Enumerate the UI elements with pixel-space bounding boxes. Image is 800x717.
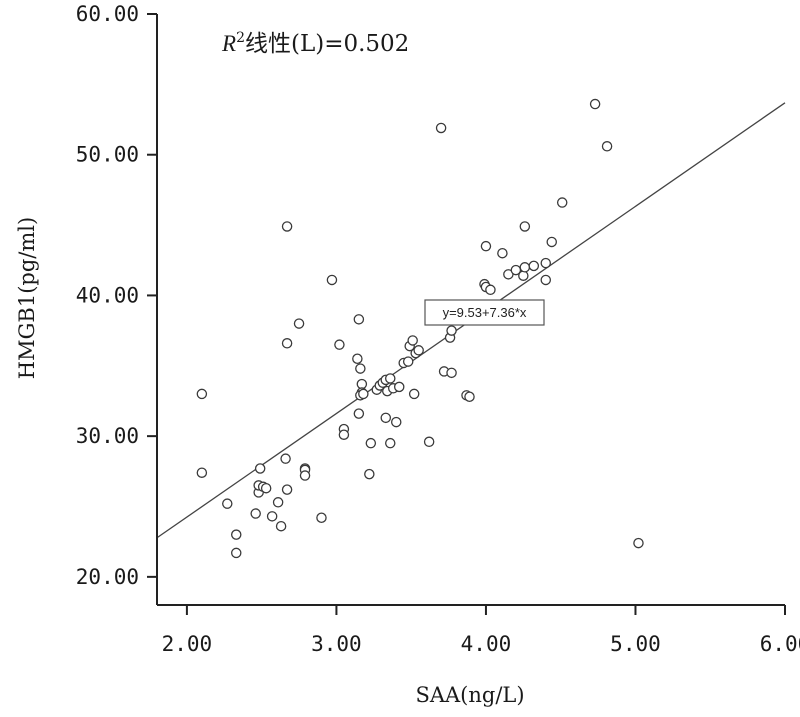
data-point [446, 367, 457, 379]
data-point [334, 339, 345, 350]
data-point [250, 508, 261, 519]
data-point [519, 221, 531, 232]
data-point [423, 436, 435, 448]
data-point [230, 529, 242, 540]
r2-symbol: R [221, 31, 236, 56]
r2-superscript: 2 [236, 30, 245, 46]
y-tick-label: 40.00 [76, 283, 139, 307]
data-point [546, 236, 557, 248]
data-point [281, 338, 293, 349]
fit-equation-label: y=9.53+7.36*x [443, 305, 527, 320]
data-point [275, 520, 287, 532]
data-point [293, 318, 305, 329]
data-point [497, 247, 508, 259]
data-point [385, 437, 396, 449]
x-tick-label: 4.00 [461, 632, 512, 656]
data-point [385, 373, 396, 384]
labels-layer: 20.00 30.00 40.00 50.00 60.00 2.00 3.00 4.00 5.0… [76, 2, 800, 656]
x-tick-label: 6.00 [760, 632, 800, 656]
y-tick-label: 20.00 [76, 565, 139, 589]
data-point [260, 482, 272, 494]
data-point [393, 381, 405, 393]
data-point [230, 547, 242, 559]
fit-equation-box: y=9.53+7.36*x [424, 299, 545, 326]
axes-layer [147, 13, 786, 615]
data-point [280, 453, 291, 464]
data-point [254, 463, 266, 474]
x-tick-label: 3.00 [311, 632, 362, 656]
data-point [407, 335, 418, 346]
y-axis-title: HMGB1(pg/ml) [15, 217, 39, 379]
r2-text: 线性(L)=0.502 [245, 31, 409, 57]
data-point [519, 262, 531, 273]
data-point [196, 467, 208, 478]
data-point [364, 468, 375, 480]
data-point [446, 325, 457, 336]
data-point [540, 274, 552, 286]
r2-annotation: R2线性(L)=0.502 [221, 30, 409, 57]
data-point [326, 274, 338, 286]
data-point [281, 221, 293, 232]
data-point [528, 260, 540, 272]
y-tick-label: 60.00 [76, 2, 139, 26]
y-tick-label: 50.00 [76, 143, 139, 167]
data-point [633, 537, 644, 549]
data-point [352, 353, 363, 364]
data-point [353, 314, 365, 325]
data-point [518, 270, 529, 281]
data-point [353, 408, 365, 419]
data-point [266, 511, 278, 522]
data-point [556, 197, 568, 208]
data-point [365, 437, 377, 449]
data-point [540, 257, 552, 269]
data-point [435, 122, 447, 134]
data-point [222, 498, 233, 509]
data-point [355, 363, 366, 374]
data-point [480, 240, 492, 252]
x-tick-label: 2.00 [162, 632, 213, 656]
data-point [358, 388, 369, 400]
y-tick-label: 30.00 [76, 424, 139, 448]
data-point [589, 98, 601, 110]
data-point [402, 356, 414, 367]
data-point [196, 388, 208, 400]
data-point [299, 470, 311, 481]
data-point [485, 284, 496, 296]
x-tick-label: 5.00 [610, 632, 661, 656]
data-point [272, 497, 284, 508]
fit-equation-frame [424, 299, 545, 326]
data-point [408, 388, 420, 400]
data-point [390, 416, 402, 428]
data-point [338, 429, 350, 440]
data-point [601, 141, 613, 152]
data-point [281, 484, 293, 495]
x-axis-title: SAA(ng/L) [415, 683, 524, 707]
points-layer [196, 98, 644, 559]
data-point [316, 512, 327, 524]
data-point [413, 345, 424, 356]
data-point [464, 391, 475, 402]
data-point [380, 412, 392, 424]
